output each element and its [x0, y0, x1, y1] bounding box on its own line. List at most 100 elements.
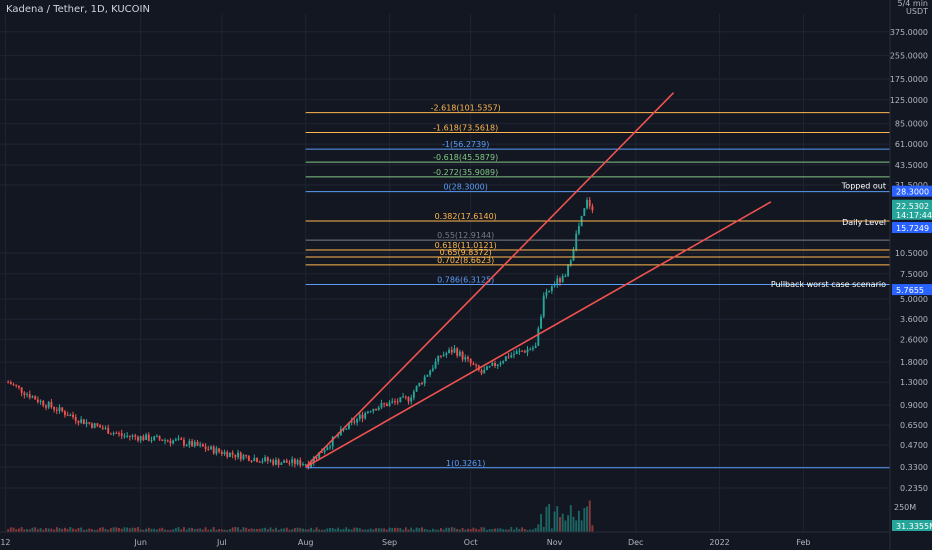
volume-bar	[480, 527, 483, 532]
candle	[326, 447, 329, 451]
candle	[494, 362, 496, 367]
volume-bar	[247, 529, 250, 532]
volume-bar	[553, 511, 556, 532]
candle	[545, 291, 548, 296]
candle	[548, 291, 551, 293]
candle	[269, 460, 272, 462]
trendline[interactable]	[305, 92, 675, 468]
candle	[488, 365, 491, 367]
volume-bar	[591, 525, 594, 532]
candle	[47, 402, 50, 408]
candle	[534, 345, 537, 348]
candle	[288, 462, 291, 464]
volume-bar	[475, 528, 478, 532]
price-tag	[892, 185, 932, 197]
volume-bar	[42, 529, 45, 532]
candle	[245, 455, 248, 457]
volume-bar	[272, 529, 275, 532]
candle	[458, 351, 461, 356]
x-tick-label: Dec	[628, 538, 643, 547]
y-tick-label: 43.5000	[895, 161, 928, 170]
volume-bar	[426, 529, 429, 532]
volume-bar	[258, 528, 261, 532]
volume-bar	[31, 527, 34, 532]
price-axis-header-line-1: 5/4 min	[897, 0, 928, 8]
volume-bar	[23, 529, 26, 532]
candle	[323, 450, 326, 453]
volume-bar	[491, 529, 494, 532]
volume-bar	[404, 527, 407, 532]
volume-bar	[245, 527, 248, 532]
volume-bar	[93, 529, 96, 532]
volume-bar	[153, 528, 156, 532]
volume-bar	[331, 528, 334, 532]
volume-bar	[339, 529, 342, 532]
volume-bar	[180, 529, 183, 532]
volume-bar	[310, 527, 313, 532]
candle	[58, 407, 61, 411]
price-tag	[892, 199, 932, 220]
candle	[412, 391, 415, 398]
volume-bar	[318, 529, 321, 532]
volume-bar	[126, 527, 129, 532]
volume-bar	[513, 529, 515, 532]
candle	[66, 415, 69, 417]
volume-bar	[50, 528, 53, 532]
volume-bar	[586, 506, 588, 532]
candle	[93, 423, 96, 428]
volume-bar	[439, 528, 442, 532]
price-tag-label: 5.7655	[896, 286, 924, 295]
candle	[553, 284, 556, 286]
candle	[361, 414, 364, 419]
volume-bar	[567, 515, 570, 532]
candle	[364, 413, 367, 419]
candle	[183, 439, 185, 446]
volume-bar	[588, 500, 591, 532]
volume-bar	[307, 529, 310, 532]
volume-bar	[337, 527, 340, 532]
volume-tag	[892, 520, 932, 531]
volume-bar	[131, 527, 134, 532]
candle	[185, 445, 188, 447]
fib-level-label: 0.702(8.6623)	[437, 256, 494, 265]
volume-bar	[45, 528, 47, 532]
candle	[453, 348, 456, 353]
price-axis[interactable]	[890, 0, 932, 550]
candle	[39, 400, 42, 402]
price-tag-label: 22.5302	[896, 202, 929, 211]
volume-bar	[523, 529, 526, 532]
candle	[391, 401, 394, 403]
candle	[226, 451, 229, 457]
volume-bar	[361, 529, 364, 532]
fib-level-label: 1(0.3261)	[446, 459, 485, 468]
volume-bar	[212, 527, 215, 532]
volume-bar	[177, 527, 180, 532]
volume-bar	[164, 529, 166, 532]
volume-bar	[34, 527, 37, 532]
candle	[161, 439, 164, 441]
candle	[518, 350, 521, 352]
y-tick-label: 61.0000	[895, 140, 928, 149]
symbol-title[interactable]: Kadena / Tether, 1D, KUCOIN	[6, 4, 150, 15]
candle	[77, 420, 80, 423]
candle	[434, 361, 437, 369]
y-tick-label: 85.0000	[895, 120, 928, 129]
volume-bar	[507, 529, 510, 532]
volume-bar	[364, 529, 367, 532]
candle	[480, 370, 483, 374]
volume-bar	[323, 529, 326, 532]
candle	[567, 264, 570, 277]
fib-level-label: -2.618(101.5357)	[431, 104, 501, 113]
candle	[496, 364, 499, 367]
candle	[426, 374, 429, 377]
candle	[358, 414, 361, 419]
candle	[88, 422, 91, 424]
candle	[450, 349, 453, 353]
candle	[145, 434, 148, 440]
trendline[interactable]	[305, 201, 772, 468]
volume-bar	[399, 528, 402, 532]
candle	[407, 397, 410, 402]
volume-bar	[559, 517, 561, 532]
candle	[591, 206, 594, 211]
